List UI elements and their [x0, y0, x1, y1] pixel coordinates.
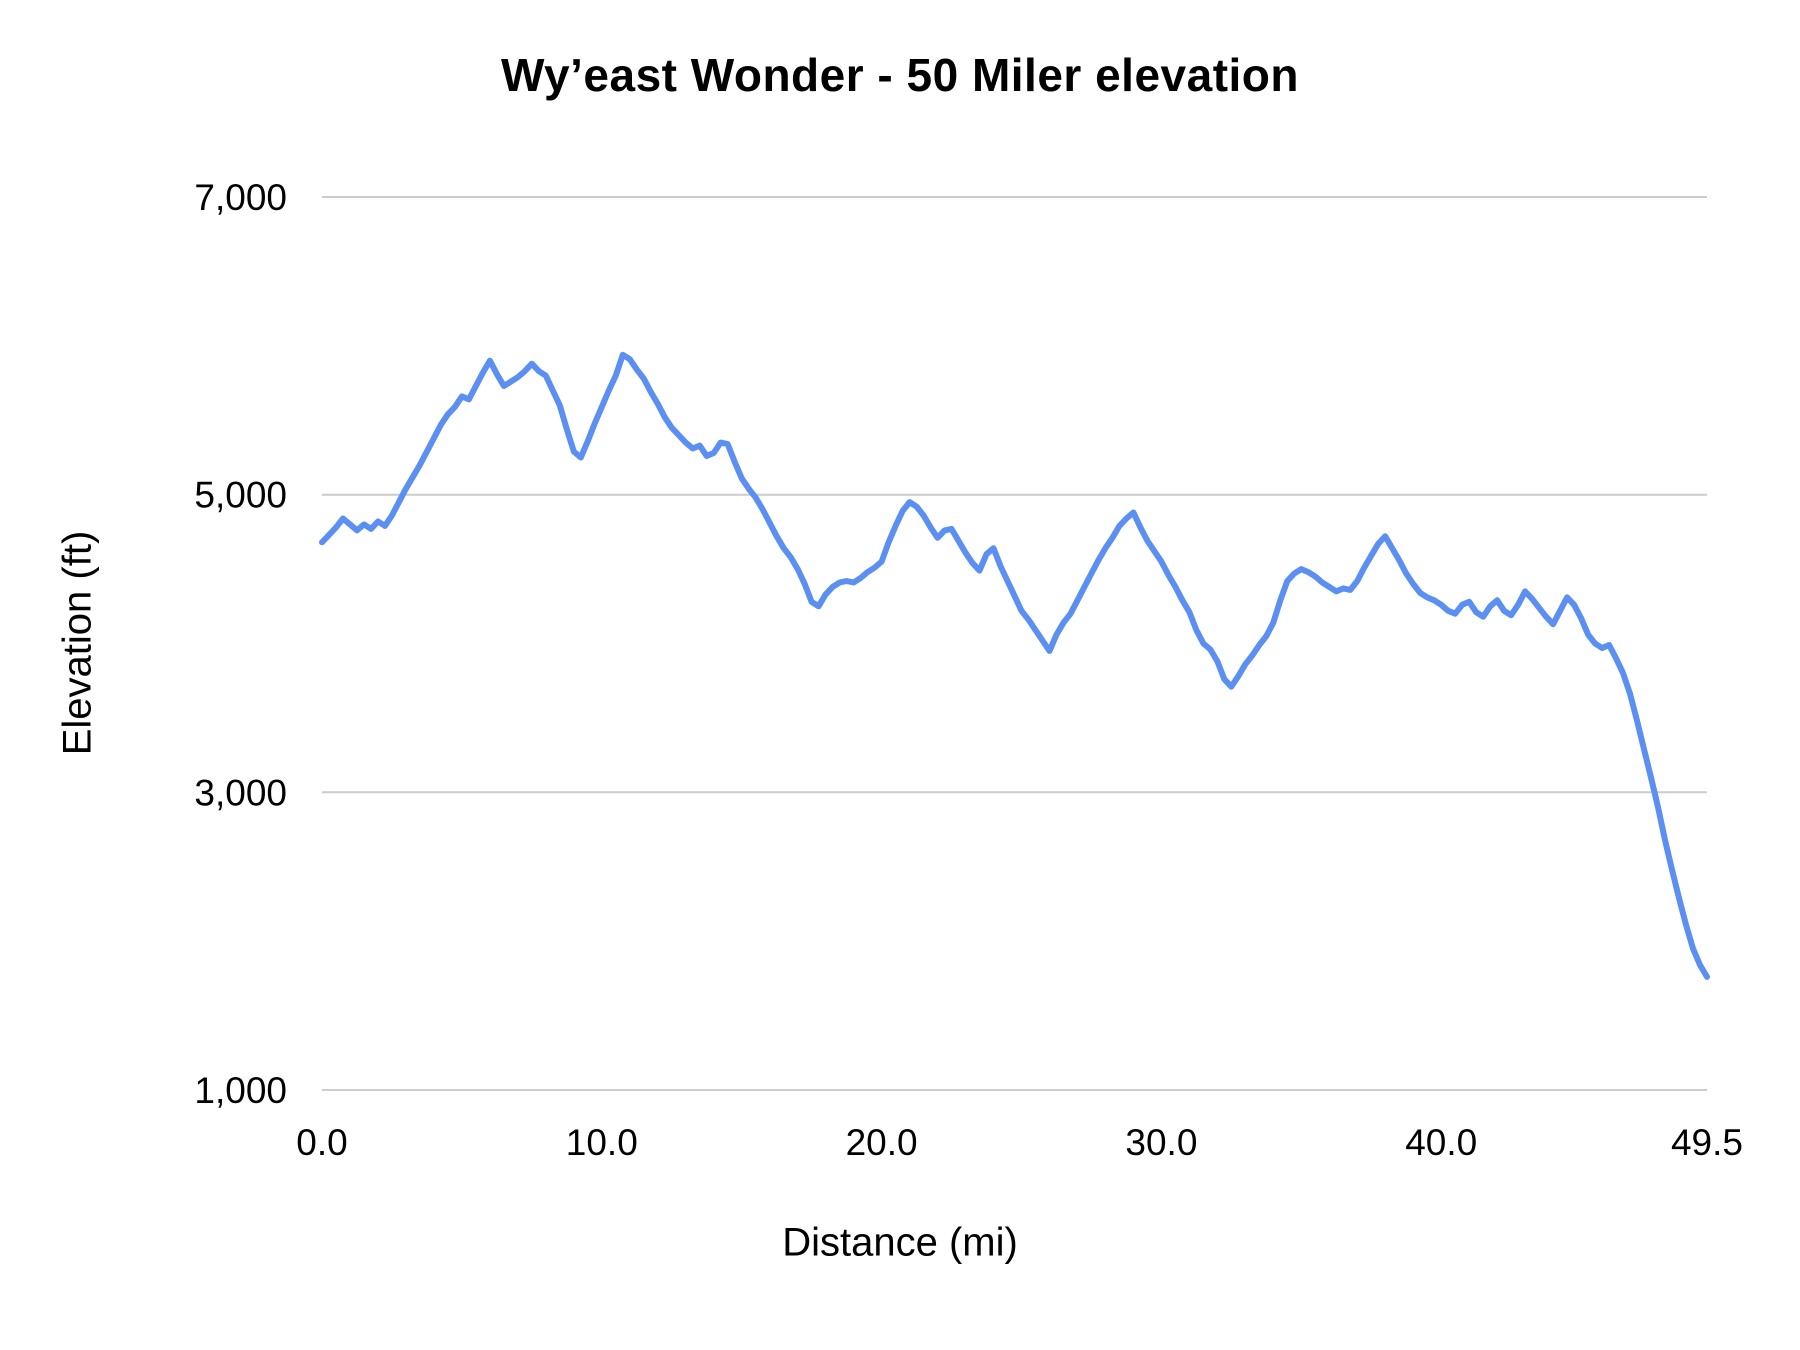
x-tick-label: 49.5: [1671, 1122, 1743, 1163]
y-tick-label: 1,000: [194, 1070, 287, 1111]
x-tick-label: 10.0: [566, 1122, 638, 1163]
y-tick-label: 7,000: [194, 177, 287, 218]
x-tick-label: 20.0: [846, 1122, 918, 1163]
x-tick-label: 40.0: [1405, 1122, 1477, 1163]
y-tick-label: 3,000: [194, 772, 287, 813]
y-tick-label: 5,000: [194, 475, 287, 516]
x-tick-label: 30.0: [1125, 1122, 1197, 1163]
chart-title: Wy’east Wonder - 50 Miler elevation: [500, 49, 1300, 101]
x-axis-title: Distance (mi): [782, 1220, 1018, 1265]
x-tick-label: 0.0: [296, 1122, 347, 1163]
elevation-line: [319, 351, 1710, 980]
